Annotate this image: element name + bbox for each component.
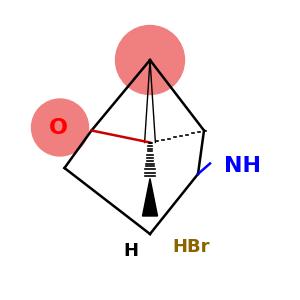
Text: O: O [49, 118, 68, 137]
Text: HBr: HBr [172, 238, 210, 256]
Circle shape [32, 99, 88, 156]
Circle shape [116, 26, 184, 94]
Polygon shape [142, 178, 158, 216]
Text: NH: NH [224, 157, 260, 176]
Text: H: H [123, 242, 138, 260]
